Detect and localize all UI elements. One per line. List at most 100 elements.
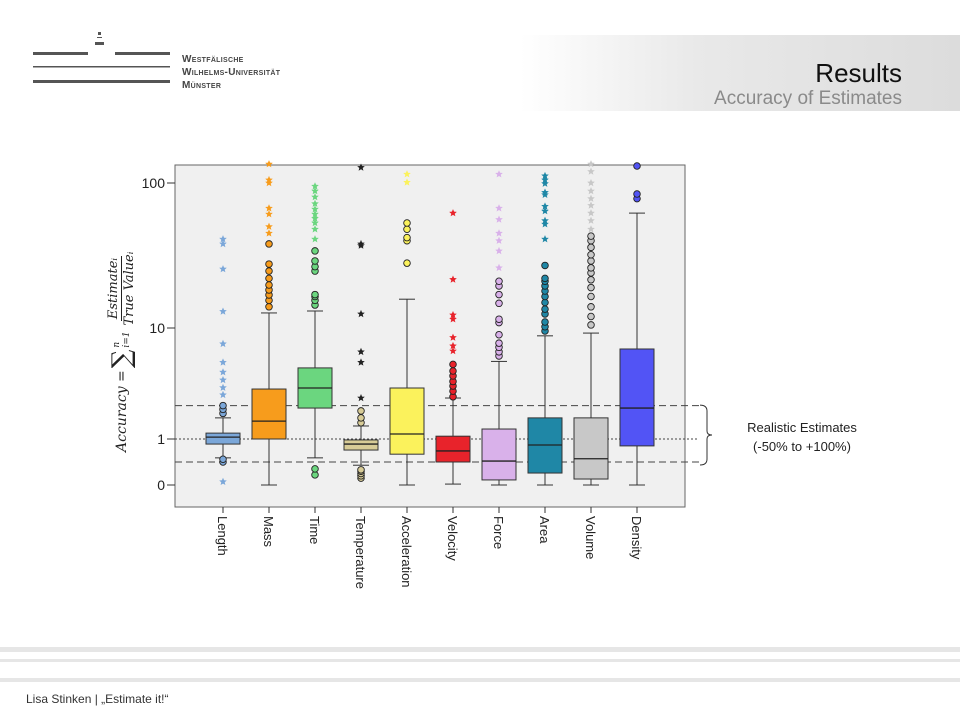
outlier-star [311, 210, 319, 218]
outlier-circle [495, 315, 503, 323]
outlier-star [265, 179, 273, 187]
outlier-star [219, 368, 227, 376]
outlier-star [311, 199, 319, 207]
box-iqr [343, 439, 379, 451]
outlier-star [495, 236, 503, 244]
outlier-circle [541, 305, 549, 313]
logo-line-1: Westfälische [182, 54, 244, 65]
x-tick-label: Time [307, 516, 322, 544]
outlier-star [587, 216, 595, 224]
outlier-star [219, 265, 227, 273]
realistic-estimates-annotation: Realistic Estimates (-50% to +100%) [722, 418, 882, 456]
box-iqr [205, 432, 241, 445]
box-length: Length [205, 235, 241, 556]
outlier-circle [495, 299, 503, 308]
outlier-star [449, 347, 457, 355]
outlier-star [587, 225, 595, 233]
university-logo [33, 32, 170, 83]
y-tick-label: 0 [157, 477, 165, 493]
outlier-star [541, 175, 549, 184]
outlier-circle [587, 292, 595, 301]
outlier-circle [403, 259, 411, 267]
y-tick-label: 10 [149, 320, 165, 336]
outlier-star [449, 333, 457, 341]
ylabel-upper-limit: n [111, 341, 122, 348]
outlier-star [357, 239, 365, 248]
outlier-circle [587, 257, 595, 265]
outlier-circle [357, 414, 365, 422]
slide-title: Results [815, 58, 902, 88]
university-name: Westfälische Wilhelms-Universität Münste… [182, 53, 280, 92]
outlier-star [541, 207, 549, 215]
outlier-circle [633, 162, 641, 170]
outlier-circle [265, 303, 273, 311]
x-tick-label: Acceleration [399, 516, 414, 588]
annotation-line-1: Realistic Estimates [747, 420, 857, 435]
outlier-star [219, 477, 227, 485]
outlier-star [311, 235, 319, 243]
outlier-star [403, 170, 411, 178]
outlier-circle [403, 219, 411, 227]
outlier-circle [587, 243, 595, 252]
outlier-circle [541, 261, 549, 270]
outlier-circle [311, 257, 319, 265]
outlier-star [357, 309, 365, 318]
outlier-star [219, 383, 227, 391]
outlier-star [449, 341, 457, 350]
outlier-circle [587, 283, 595, 292]
x-tick-label: Density [629, 516, 644, 560]
box-acceleration: Acceleration [389, 170, 425, 588]
outlier-star [495, 263, 503, 272]
box-temperature: Temperature [343, 163, 379, 589]
y-tick-label: 1 [157, 431, 165, 447]
outlier-star [265, 204, 273, 212]
outlier-star [265, 222, 273, 230]
outlier-star [357, 358, 365, 366]
outlier-star [265, 229, 273, 237]
box-iqr [573, 417, 609, 480]
outlier-circle [495, 277, 503, 286]
footer-divider [0, 659, 960, 662]
outlier-star [403, 178, 411, 186]
outlier-star [587, 194, 595, 202]
outlier-star [495, 215, 503, 223]
slide-subtitle: Accuracy of Estimates [714, 88, 902, 109]
x-tick-label: Temperature [353, 516, 368, 589]
footer-divider [0, 647, 960, 652]
footer-author: Lisa Stinken | „Estimate it!“ [26, 692, 169, 706]
outlier-star [265, 160, 273, 168]
outlier-star [311, 193, 319, 201]
outlier-circle [587, 264, 595, 272]
outlier-star [541, 216, 549, 224]
ylabel-sum-symbol: ∑ [106, 349, 137, 369]
box-iqr [481, 428, 517, 481]
outlier-circle [541, 274, 549, 283]
outlier-circle [587, 321, 595, 329]
outlier-circle [495, 339, 503, 347]
box-iqr [251, 388, 287, 440]
outlier-star [541, 220, 549, 228]
outlier-circle [587, 251, 595, 259]
box-area: Area [527, 171, 563, 544]
ylabel-denominator: True Valueᵢ [122, 251, 137, 326]
outlier-circle [311, 290, 319, 299]
outlier-star [587, 160, 595, 168]
outlier-circle [449, 367, 457, 375]
x-tick-label: Length [215, 516, 230, 556]
outlier-circle [633, 190, 641, 198]
outlier-star [541, 235, 549, 243]
outlier-circle [357, 407, 365, 415]
outlier-star [219, 235, 227, 243]
outlier-star [587, 179, 595, 187]
outlier-circle [403, 225, 411, 233]
outlier-star [311, 205, 319, 213]
x-tick-label: Mass [261, 516, 276, 548]
outlier-star [265, 210, 273, 218]
box-iqr [619, 348, 655, 447]
outlier-star [265, 175, 273, 184]
ylabel-lhs: Accuracy = [113, 370, 130, 452]
outlier-star [587, 187, 595, 195]
outlier-circle [311, 247, 319, 255]
outlier-star [541, 202, 549, 210]
outlier-circle [587, 276, 595, 284]
